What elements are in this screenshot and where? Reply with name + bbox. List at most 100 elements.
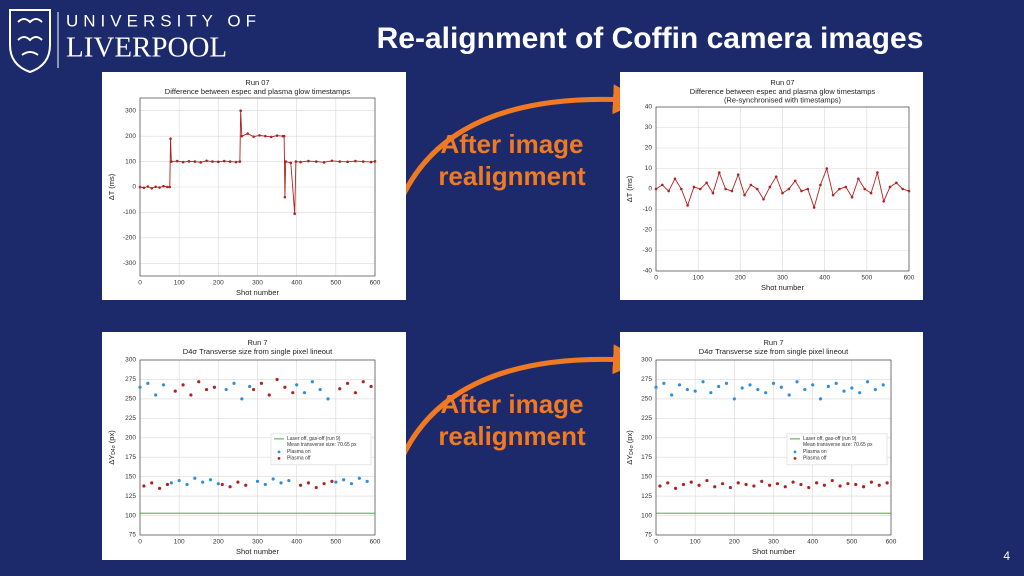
data-point (234, 160, 238, 164)
data-point (781, 191, 784, 195)
data-point (717, 384, 721, 389)
data-point (326, 397, 330, 401)
data-point (289, 161, 293, 165)
data-point (166, 185, 169, 189)
y-axis-label-unit: (px) (625, 430, 634, 443)
data-point (717, 171, 721, 174)
data-point (263, 482, 267, 487)
data-point (844, 185, 848, 189)
data-point (271, 477, 275, 481)
data-point (732, 397, 736, 401)
data-point (666, 481, 670, 485)
data-point (169, 481, 173, 485)
data-point (169, 137, 172, 140)
data-point (318, 387, 322, 392)
y-axis-label: ΔT (ms) (107, 173, 116, 200)
data-point (713, 485, 717, 489)
data-point (858, 391, 862, 395)
y-tick-label: 275 (125, 376, 136, 383)
data-point (775, 482, 780, 486)
data-point (291, 391, 295, 395)
data-point (689, 480, 693, 484)
data-point (353, 391, 358, 395)
y-tick-label: -200 (123, 235, 136, 242)
x-tick-label: 300 (777, 275, 788, 282)
data-point (342, 478, 346, 482)
legend-label: Plasma on (803, 449, 827, 455)
data-point (825, 167, 829, 170)
x-tick-label: 0 (654, 539, 658, 546)
x-tick-label: 400 (819, 275, 830, 282)
data-point (295, 383, 299, 387)
y-axis-label-sub: D4σ (111, 444, 117, 454)
data-point (283, 195, 287, 199)
x-tick-label: 100 (174, 539, 185, 546)
chart-subtitle: D4σ Transverse size from single pixel li… (183, 347, 333, 356)
y-tick-label: 225 (641, 415, 652, 422)
data-point (888, 185, 892, 189)
data-point (322, 482, 326, 486)
data-point (357, 476, 361, 480)
data-point (818, 397, 823, 401)
data-point (698, 187, 702, 191)
x-tick-label: 600 (904, 275, 915, 282)
data-point (709, 391, 713, 395)
data-point (822, 483, 827, 487)
data-point (212, 385, 217, 389)
x-axis-label: Shot number (236, 547, 279, 556)
y-tick-label: 40 (645, 104, 653, 111)
data-point (861, 485, 866, 489)
y-tick-label: 300 (641, 357, 652, 364)
data-point (142, 484, 146, 488)
legend-label: Plasma on (287, 449, 311, 455)
x-tick-label: 400 (291, 280, 302, 287)
data-point (369, 160, 373, 164)
data-point (244, 483, 248, 487)
data-point (873, 387, 877, 392)
data-point (338, 160, 342, 163)
data-point (705, 478, 709, 483)
chart-subtitle: (Re-synchronised with timestamps) (724, 95, 842, 104)
y-tick-label: 225 (125, 415, 136, 422)
data-point (267, 393, 271, 397)
x-tick-label: 400 (291, 539, 302, 546)
data-point (236, 480, 240, 484)
y-tick-label: 100 (641, 512, 652, 519)
data-point (338, 387, 342, 391)
x-tick-label: 600 (370, 280, 381, 287)
data-point (654, 385, 658, 389)
y-tick-label: 125 (125, 493, 136, 500)
data-point (834, 381, 838, 385)
data-point (799, 482, 803, 487)
data-point (658, 484, 662, 488)
y-tick-label: -40 (643, 268, 653, 275)
data-point (670, 393, 674, 397)
data-point (222, 159, 226, 163)
data-point (807, 485, 811, 490)
data-point (693, 389, 697, 393)
data-point (146, 185, 150, 188)
y-tick-label: 300 (125, 107, 136, 114)
data-point (685, 387, 689, 392)
y-tick-label: 0 (648, 186, 652, 193)
data-point (901, 187, 904, 191)
y-tick-label: 125 (641, 493, 652, 500)
data-point (239, 109, 242, 113)
data-point (232, 381, 236, 385)
data-point (150, 186, 154, 190)
data-point (154, 185, 157, 189)
logo-top: UNIVERSITY OF (66, 11, 261, 30)
data-point (322, 161, 326, 164)
y-tick-label: 175 (641, 454, 652, 461)
data-point (275, 377, 279, 382)
data-point (369, 384, 373, 389)
data-point (811, 383, 815, 387)
y-axis-label: ΔT (ms) (625, 175, 634, 202)
y-tick-label: 250 (125, 396, 136, 403)
data-point (881, 383, 885, 387)
legend-label: Laser off, gas-off (run 9) (287, 436, 341, 442)
y-tick-label: 150 (125, 473, 136, 480)
data-point (204, 387, 209, 392)
data-point (795, 380, 799, 384)
annotation: realignment (438, 421, 586, 451)
